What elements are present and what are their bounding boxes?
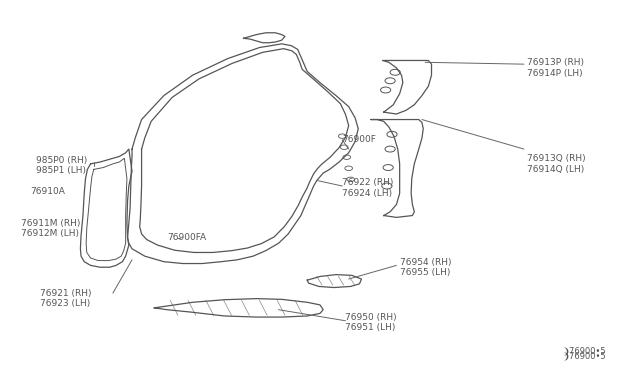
Text: 76922 (RH)
76924 (LH): 76922 (RH) 76924 (LH) — [342, 178, 394, 198]
Text: 76954 (RH)
76955 (LH): 76954 (RH) 76955 (LH) — [399, 257, 451, 277]
Text: 76900F: 76900F — [342, 135, 376, 144]
Text: 76911M (RH)
76912M (LH): 76911M (RH) 76912M (LH) — [20, 219, 80, 238]
Text: 76900FA: 76900FA — [167, 233, 206, 242]
Text: ❩76900•5: ❩76900•5 — [562, 351, 606, 360]
Text: 985P0 (RH)
985P1 (LH): 985P0 (RH) 985P1 (LH) — [36, 156, 88, 175]
Text: ❩76900•5: ❩76900•5 — [562, 347, 606, 356]
Text: 76913Q (RH)
76914Q (LH): 76913Q (RH) 76914Q (LH) — [527, 154, 586, 174]
Text: 76910A: 76910A — [30, 187, 65, 196]
Text: 76921 (RH)
76923 (LH): 76921 (RH) 76923 (LH) — [40, 289, 91, 308]
Text: 76913P (RH)
76914P (LH): 76913P (RH) 76914P (LH) — [527, 58, 584, 77]
Text: 76950 (RH)
76951 (LH): 76950 (RH) 76951 (LH) — [346, 313, 397, 332]
